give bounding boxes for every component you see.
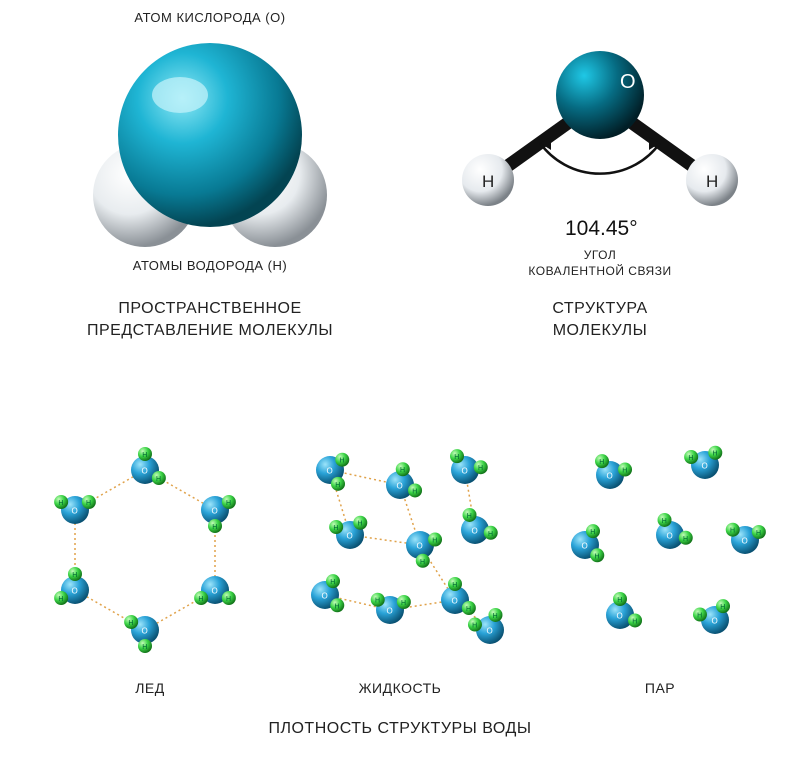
svg-text:H: H — [357, 521, 362, 528]
svg-text:O: O — [72, 507, 78, 516]
angle-value: 104.45° — [565, 217, 638, 240]
svg-text:H: H — [58, 500, 63, 507]
svg-text:O: O — [212, 507, 218, 516]
svg-text:O: O — [397, 482, 403, 491]
svg-text:O: O — [472, 527, 478, 536]
svg-text:H: H — [472, 623, 477, 630]
h-label-left: Н — [482, 172, 494, 191]
phases-svg: OHHOHHOHHOHHOHHOHH OHHOHHOHHOHHOHHOHHOHH… — [0, 400, 800, 680]
svg-text:H: H — [333, 525, 338, 532]
svg-text:H: H — [688, 455, 693, 462]
svg-text:O: O — [142, 467, 148, 476]
liquid-label: ЖИДКОСТЬ — [300, 680, 500, 696]
svg-text:O: O — [452, 597, 458, 606]
svg-text:H: H — [400, 467, 405, 474]
svg-text:H: H — [488, 531, 493, 538]
svg-text:H: H — [594, 553, 599, 560]
svg-text:H: H — [86, 500, 91, 507]
svg-text:H: H — [198, 596, 203, 603]
svg-text:H: H — [590, 529, 595, 536]
spatial-model-svg — [30, 30, 390, 260]
svg-text:O: O — [212, 587, 218, 596]
svg-text:H: H — [756, 530, 761, 537]
svg-text:O: O — [387, 607, 393, 616]
svg-text:H: H — [683, 536, 688, 543]
svg-text:H: H — [401, 600, 406, 607]
svg-text:H: H — [339, 458, 344, 465]
svg-text:O: O — [702, 462, 708, 471]
svg-text:H: H — [72, 572, 77, 579]
ice-label: ЛЕД — [50, 680, 250, 696]
svg-text:H: H — [617, 597, 622, 604]
svg-text:O: O — [72, 587, 78, 596]
svg-text:H: H — [334, 603, 339, 610]
svg-text:H: H — [142, 452, 147, 459]
svg-text:H: H — [599, 459, 604, 466]
vapor-label: ПАР — [560, 680, 760, 696]
svg-text:H: H — [662, 518, 667, 525]
liquid-structure: OHHOHHOHHOHHOHHOHHOHHOHHOHHOHH — [311, 449, 504, 644]
svg-text:H: H — [226, 596, 231, 603]
svg-text:O: O — [607, 472, 613, 481]
svg-text:O: O — [142, 627, 148, 636]
h-label-right: Н — [706, 172, 718, 191]
svg-text:H: H — [632, 618, 637, 625]
structure-title-line1: СТРУКТУРА — [420, 300, 780, 318]
spatial-model-panel: АТОМ КИСЛОРОДА (О) АТОМЫ ВОДОРОДА (Н) ПР… — [30, 10, 390, 350]
svg-text:O: O — [417, 542, 423, 551]
svg-text:H: H — [432, 538, 437, 545]
svg-text:H: H — [467, 513, 472, 520]
svg-text:O: O — [582, 542, 588, 551]
svg-text:H: H — [730, 528, 735, 535]
o-label: O — [620, 71, 636, 93]
svg-text:H: H — [335, 482, 340, 489]
svg-text:H: H — [142, 644, 147, 651]
hydrogen-atoms-caption: АТОМЫ ВОДОРОДА (Н) — [30, 258, 390, 273]
svg-text:O: O — [712, 617, 718, 626]
svg-text:H: H — [330, 579, 335, 586]
svg-text:H: H — [720, 604, 725, 611]
svg-text:H: H — [454, 454, 459, 461]
svg-text:H: H — [375, 598, 380, 605]
oxygen-atom-caption: АТОМ КИСЛОРОДА (О) — [30, 10, 390, 25]
svg-text:H: H — [712, 451, 717, 458]
svg-text:O: O — [487, 627, 493, 636]
svg-text:H: H — [466, 606, 471, 613]
svg-text:H: H — [493, 613, 498, 620]
svg-text:O: O — [667, 532, 673, 541]
svg-text:H: H — [452, 582, 457, 589]
svg-text:O: O — [462, 467, 468, 476]
vapor-structure: OHHOHHOHHOHHOHHOHHOHH — [571, 446, 766, 634]
bond-angle-caption-2: КОВАЛЕНТНОЙ СВЯЗИ — [420, 264, 780, 278]
svg-text:H: H — [128, 620, 133, 627]
svg-text:O: O — [347, 532, 353, 541]
svg-text:H: H — [412, 488, 417, 495]
svg-text:O: O — [327, 467, 333, 476]
svg-text:H: H — [212, 524, 217, 531]
svg-text:H: H — [58, 596, 63, 603]
density-title: ПЛОТНОСТЬ СТРУКТУРЫ ВОДЫ — [0, 720, 800, 738]
svg-text:H: H — [622, 468, 627, 475]
density-panel: OHHOHHOHHOHHOHHOHH OHHOHHOHHOHHOHHOHHOHH… — [0, 400, 800, 760]
spatial-title-line2: ПРЕДСТАВЛЕНИЕ МОЛЕКУЛЫ — [30, 322, 390, 340]
svg-text:H: H — [697, 613, 702, 620]
ice-structure: O H H O H H O H H O H H O H H O H H — [54, 447, 236, 653]
svg-text:O: O — [322, 592, 328, 601]
spatial-title-line1: ПРОСТРАНСТВЕННОЕ — [30, 300, 390, 318]
svg-text:H: H — [156, 476, 161, 483]
svg-text:H: H — [226, 500, 231, 507]
svg-text:H: H — [478, 465, 483, 472]
structure-panel: O Н Н 104.45° УГОЛ КОВАЛЕНТНОЙ СВЯЗИ СТР… — [420, 10, 780, 350]
svg-text:H: H — [420, 559, 425, 566]
svg-text:O: O — [742, 537, 748, 546]
structure-svg: O Н Н 104.45° — [420, 40, 780, 260]
structure-title-line2: МОЛЕКУЛЫ — [420, 322, 780, 340]
bond-angle-caption-1: УГОЛ — [420, 248, 780, 262]
svg-text:O: O — [617, 612, 623, 621]
